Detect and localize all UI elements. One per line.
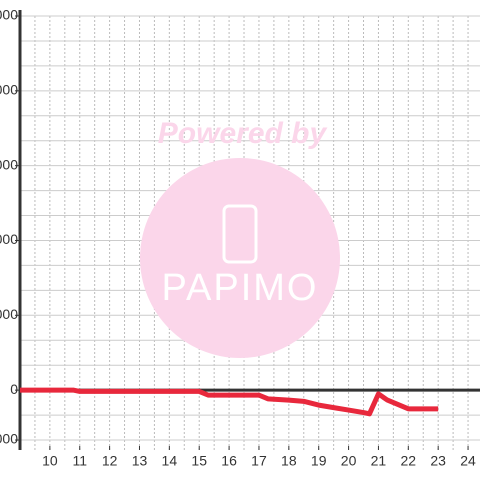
x-tick-label: 22 — [401, 453, 417, 469]
y-tick-label: 60,000 — [0, 231, 18, 247]
x-tick-label: 24 — [460, 453, 476, 469]
x-tick-label: 12 — [102, 453, 118, 469]
y-tick-label: 30,000 — [0, 306, 18, 322]
x-tick-label: 14 — [162, 453, 178, 469]
x-tick-label: 21 — [371, 453, 387, 469]
x-tick-label: 10 — [42, 453, 58, 469]
x-tick-label: 19 — [311, 453, 327, 469]
x-tick-label: 17 — [251, 453, 267, 469]
x-tick-label: 13 — [132, 453, 148, 469]
logo-text: PAPIMO — [162, 267, 319, 309]
watermark: Powered by PAPIMO — [140, 117, 340, 358]
x-tick-label: 23 — [430, 453, 446, 469]
y-tick-label: 0 — [10, 381, 18, 397]
watermark-circle — [140, 158, 340, 358]
y-tick-label: -20,000 — [0, 431, 18, 447]
y-tick-label: 150,000 — [0, 7, 18, 23]
watermark-phone — [222, 204, 258, 264]
y-tick-label: 120,000 — [0, 82, 18, 98]
x-tick-label: 15 — [191, 453, 207, 469]
x-tick-label: 16 — [221, 453, 237, 469]
x-tick-label: 11 — [72, 453, 87, 469]
watermark-text: Powered by — [158, 117, 328, 150]
data-line — [20, 387, 439, 417]
x-tick-label: 20 — [341, 453, 357, 469]
x-tick-label: 18 — [281, 453, 297, 469]
y-tick-label: 90,000 — [0, 156, 18, 172]
